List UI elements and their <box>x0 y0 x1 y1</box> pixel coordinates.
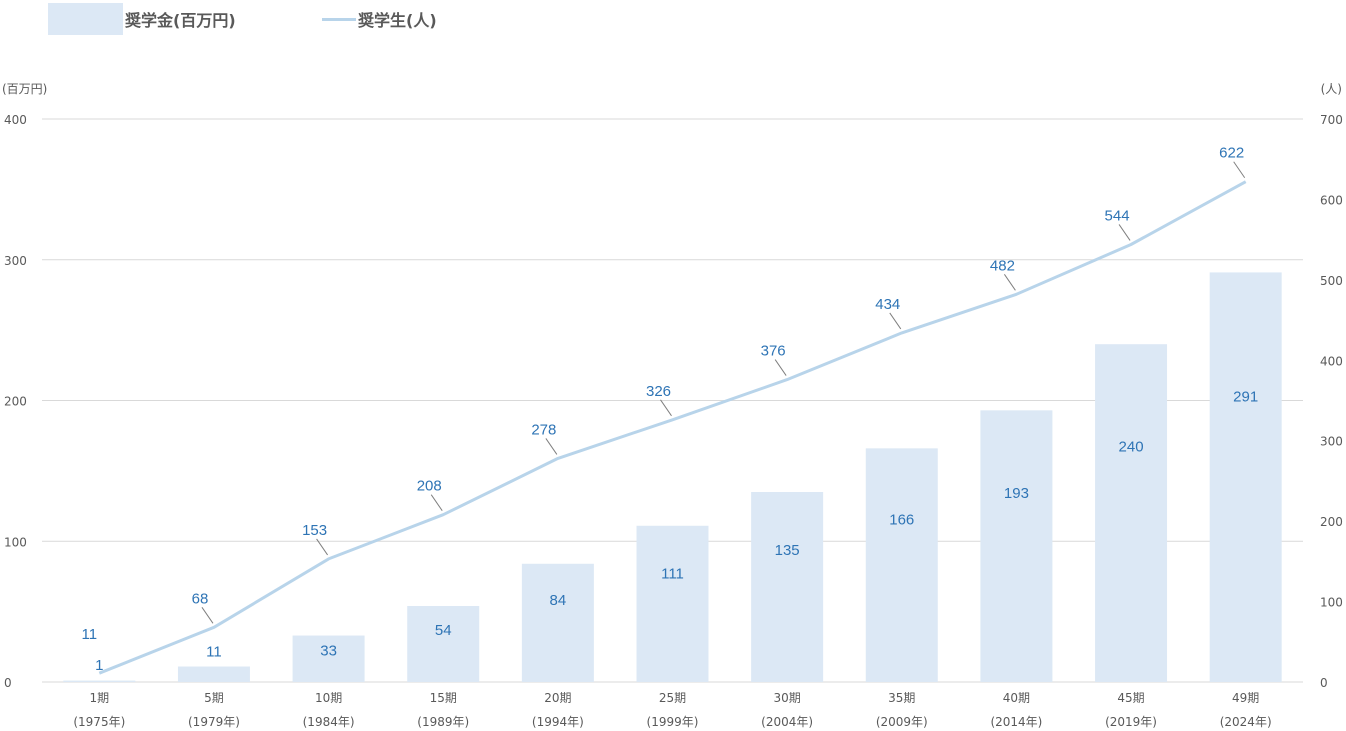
legend-bar-item: 奨学金(百万円) <box>48 3 236 35</box>
bar <box>407 605 480 682</box>
y-left-unit-label: (百万円) <box>2 82 47 96</box>
line-value-label: 376 <box>761 343 786 360</box>
bar <box>292 635 365 682</box>
bar <box>865 448 938 682</box>
bar-value-label: 54 <box>435 622 452 639</box>
line-value-label: 544 <box>1105 207 1130 224</box>
y-left-tick-label: 200 <box>4 395 27 409</box>
x-tick-label: 25期 <box>659 691 686 705</box>
x-tick-sublabel: (1989年) <box>417 715 469 729</box>
line-value-label: 153 <box>302 522 327 539</box>
x-tick-sublabel: (2019年) <box>1105 715 1157 729</box>
bar-value-label: 166 <box>889 511 914 528</box>
leader-line <box>774 359 787 376</box>
leader-line <box>316 538 329 556</box>
x-tick-label: 20期 <box>544 691 571 705</box>
x-tick-sublabel: (1979年) <box>188 715 240 729</box>
x-tick-sublabel: (2004年) <box>761 715 813 729</box>
bar <box>63 680 136 682</box>
bar-value-label: 84 <box>550 592 567 609</box>
x-tick-label: 40期 <box>1003 691 1030 705</box>
y-right-tick-label: 300 <box>1320 435 1343 449</box>
y-right-tick-label: 0 <box>1320 676 1328 690</box>
bar <box>177 666 250 682</box>
y-right-tick-label: 600 <box>1320 193 1343 207</box>
leader-line <box>1118 224 1131 241</box>
legend-line-item: 奨学生(人) <box>322 3 437 35</box>
y-left-tick-label: 300 <box>4 254 27 268</box>
line-value-label: 208 <box>417 478 442 495</box>
x-tick-sublabel: (2009年) <box>876 715 928 729</box>
line-value-label: 278 <box>531 421 556 438</box>
leader-line <box>1233 161 1246 179</box>
y-right-tick-label: 500 <box>1320 274 1343 288</box>
line-value-label: 11 <box>82 626 98 643</box>
y-right-tick-label: 200 <box>1320 515 1343 529</box>
bar-value-label: 291 <box>1233 388 1258 405</box>
bar-value-label: 1 <box>95 657 103 674</box>
y-right-unit-label: (人) <box>1321 82 1342 96</box>
y-right-tick-label: 400 <box>1320 354 1343 368</box>
bar <box>636 525 709 682</box>
bar-value-label: 111 <box>661 566 684 583</box>
series-line <box>98 180 1247 675</box>
x-tick-sublabel: (1994年) <box>532 715 584 729</box>
x-tick-sublabel: (2014年) <box>990 715 1042 729</box>
bar <box>1095 344 1168 682</box>
bar <box>751 491 824 682</box>
leader-line <box>430 494 443 511</box>
bar-value-label: 33 <box>320 642 337 659</box>
bar <box>1209 272 1282 682</box>
legend-line-swatch <box>322 17 356 21</box>
bar-value-label: 11 <box>206 644 222 661</box>
line-value-label: 434 <box>875 296 900 313</box>
x-tick-sublabel: (2024年) <box>1220 715 1272 729</box>
y-left-tick-label: 400 <box>4 113 27 127</box>
leader-line <box>201 607 214 624</box>
x-tick-sublabel: (1999年) <box>647 715 699 729</box>
y-left-tick-label: 0 <box>4 676 12 690</box>
x-tick-label: 5期 <box>204 691 224 705</box>
leader-line <box>545 438 558 455</box>
x-tick-sublabel: (1984年) <box>303 715 355 729</box>
bar <box>980 410 1053 682</box>
line-value-label: 68 <box>192 590 209 607</box>
leader-line <box>1003 274 1016 291</box>
legend-bar-swatch <box>48 3 123 35</box>
bar-value-label: 193 <box>1004 485 1029 502</box>
legend-bar-label: 奨学金(百万円) <box>125 11 236 30</box>
x-tick-label: 10期 <box>315 691 342 705</box>
line-value-label: 622 <box>1219 145 1244 162</box>
x-tick-label: 45期 <box>1117 691 1144 705</box>
y-left-tick-label: 100 <box>4 535 27 549</box>
bar-value-label: 240 <box>1119 439 1144 456</box>
x-tick-sublabel: (1975年) <box>73 715 125 729</box>
x-tick-label: 35期 <box>888 691 915 705</box>
line-value-label: 326 <box>646 383 671 400</box>
x-tick-label: 1期 <box>89 691 109 705</box>
x-tick-label: 15期 <box>430 691 457 705</box>
y-right-tick-label: 700 <box>1320 113 1343 127</box>
bar <box>521 563 594 682</box>
leader-line <box>660 399 672 417</box>
bar-value-label: 135 <box>775 542 800 559</box>
line-value-label: 482 <box>990 257 1015 274</box>
legend-line-label: 奨学生(人) <box>358 11 437 30</box>
leader-line <box>889 312 902 330</box>
y-right-tick-label: 100 <box>1320 596 1343 610</box>
x-tick-label: 30期 <box>773 691 800 705</box>
x-tick-label: 49期 <box>1232 691 1259 705</box>
